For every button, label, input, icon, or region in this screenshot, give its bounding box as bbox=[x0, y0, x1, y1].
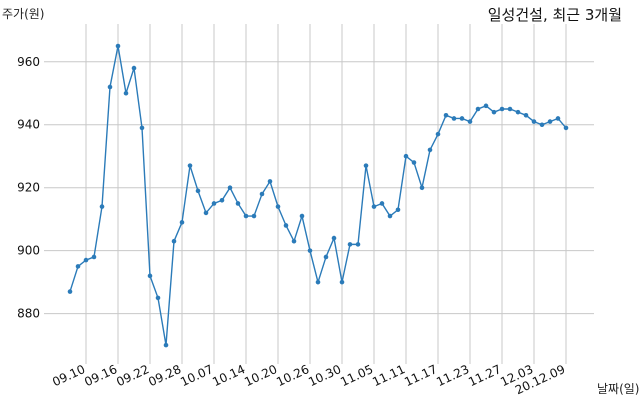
data-point bbox=[67, 289, 73, 294]
data-point bbox=[211, 201, 217, 206]
data-point bbox=[75, 264, 81, 269]
x-tick-label: 09.10 bbox=[50, 362, 87, 389]
data-point bbox=[131, 65, 137, 71]
data-point bbox=[291, 238, 297, 244]
data-point bbox=[227, 185, 233, 191]
data-point bbox=[163, 342, 169, 348]
data-point bbox=[555, 116, 561, 121]
x-tick-label: 11.05 bbox=[338, 362, 375, 389]
data-point bbox=[171, 238, 177, 244]
x-tick-label: 11.27 bbox=[466, 362, 503, 389]
data-point bbox=[307, 248, 313, 253]
data-point bbox=[195, 188, 201, 194]
data-point bbox=[539, 122, 545, 128]
price-line bbox=[69, 45, 567, 346]
data-point bbox=[547, 119, 553, 124]
y-tick-label: 920 bbox=[17, 181, 40, 195]
data-point bbox=[347, 242, 353, 247]
data-point bbox=[243, 213, 249, 219]
data-point bbox=[523, 112, 529, 118]
x-tick-label: 09.28 bbox=[146, 362, 183, 389]
x-tick-label: 11.23 bbox=[434, 362, 471, 389]
data-point bbox=[411, 160, 417, 165]
data-point bbox=[499, 106, 505, 112]
data-point bbox=[331, 235, 337, 241]
data-point bbox=[443, 112, 449, 118]
data-point bbox=[259, 191, 265, 197]
data-point bbox=[123, 90, 129, 96]
x-tick-label: 10.20 bbox=[242, 362, 279, 389]
data-point bbox=[99, 204, 105, 209]
data-point bbox=[179, 220, 185, 225]
data-point bbox=[235, 201, 241, 206]
data-point bbox=[459, 116, 465, 121]
data-point bbox=[315, 279, 321, 285]
y-tick-label: 940 bbox=[17, 118, 40, 132]
data-point bbox=[435, 131, 441, 137]
data-point bbox=[115, 43, 121, 49]
x-tick-label: 09.22 bbox=[114, 362, 151, 389]
data-point bbox=[475, 106, 481, 112]
data-point bbox=[387, 213, 393, 219]
y-tick-label: 880 bbox=[17, 307, 40, 321]
data-point bbox=[107, 84, 113, 90]
data-point bbox=[339, 279, 345, 285]
y-tick-label: 960 bbox=[17, 55, 40, 69]
data-point bbox=[515, 109, 521, 115]
data-point bbox=[507, 106, 513, 112]
data-point bbox=[203, 210, 209, 216]
x-axis-label: 날짜(일) bbox=[597, 382, 640, 396]
data-point bbox=[379, 201, 385, 206]
data-point bbox=[155, 295, 161, 301]
x-tick-label: 10.14 bbox=[210, 362, 247, 389]
data-point bbox=[427, 147, 433, 153]
data-point bbox=[139, 125, 145, 131]
y-axis-label: 주가(원) bbox=[2, 7, 45, 21]
x-tick-label: 09.16 bbox=[82, 362, 119, 389]
data-point bbox=[395, 207, 401, 213]
data-point bbox=[403, 153, 409, 159]
data-point bbox=[83, 257, 89, 263]
data-point bbox=[355, 242, 361, 247]
data-point bbox=[91, 254, 97, 260]
data-point bbox=[371, 204, 377, 209]
data-points bbox=[67, 43, 569, 348]
data-point bbox=[251, 213, 257, 219]
data-point bbox=[467, 119, 473, 124]
x-tick-label: 11.11 bbox=[370, 362, 407, 389]
data-point bbox=[323, 254, 329, 260]
data-point bbox=[187, 163, 193, 168]
data-point bbox=[419, 185, 425, 191]
data-point bbox=[275, 204, 281, 209]
x-tick-label: 10.07 bbox=[178, 362, 215, 389]
y-axis-ticks: 880 900 920 940 960 bbox=[17, 55, 40, 321]
x-axis-ticks: 09.1009.1609.2209.2810.0710.1410.2010.26… bbox=[50, 362, 567, 397]
x-tick-label: 10.26 bbox=[274, 362, 311, 389]
data-point bbox=[299, 213, 305, 219]
data-point bbox=[491, 109, 497, 115]
data-point bbox=[483, 103, 489, 109]
x-tick-label: 11.17 bbox=[402, 362, 439, 389]
data-point bbox=[283, 223, 289, 228]
data-point bbox=[363, 163, 369, 168]
chart-title: 일성건설, 최근 3개월 bbox=[487, 6, 622, 24]
x-tick-label: 10.30 bbox=[306, 362, 343, 389]
data-point bbox=[219, 197, 225, 203]
data-point bbox=[563, 125, 569, 131]
data-point bbox=[267, 179, 273, 184]
grid-lines bbox=[44, 24, 594, 364]
data-point bbox=[147, 273, 153, 279]
y-tick-label: 900 bbox=[17, 244, 40, 258]
data-point bbox=[531, 119, 537, 124]
data-point bbox=[451, 116, 457, 121]
